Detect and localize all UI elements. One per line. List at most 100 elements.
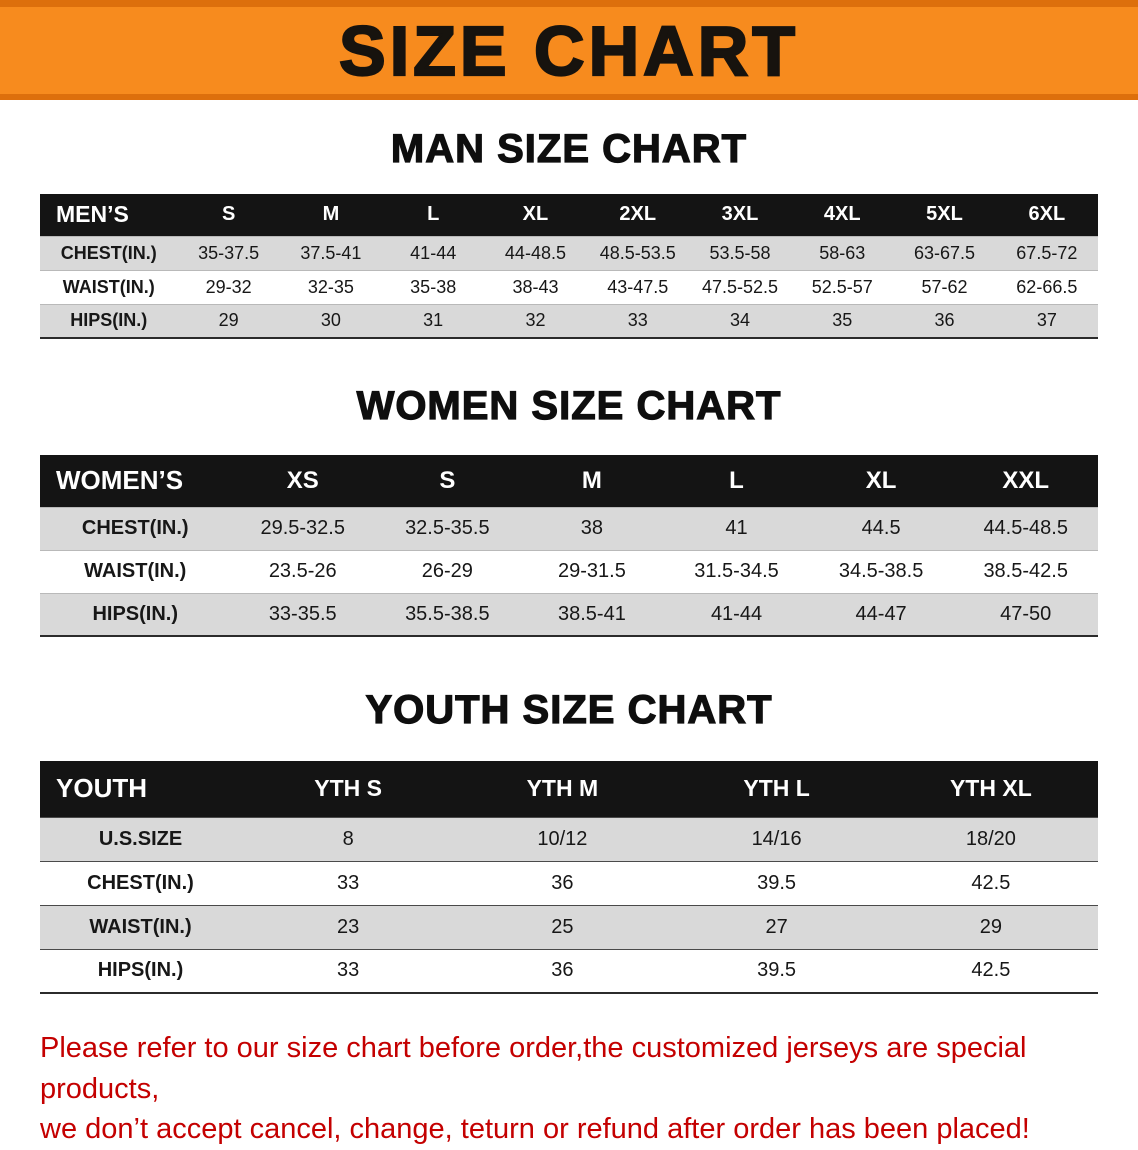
size-value-cell: 41-44: [710, 602, 763, 625]
size-column-header: 4XL: [791, 194, 894, 236]
size-value-cell: 33: [627, 310, 648, 331]
size-value-cell: 44.5-48.5: [983, 517, 1068, 539]
youth-section: YOUTH SIZE CHART YOUTH YTH S YTH M YTH L YTH…: [0, 687, 1138, 994]
size-value-cell: 38.5-41: [558, 602, 626, 625]
size-value-cell: 42.5: [971, 959, 1011, 982]
size-value-cell: 29-32: [205, 276, 252, 297]
measurement-row: HIPS(IN.) 29 30 31 32 33 34 35 36 37: [40, 304, 1098, 338]
row-label: HIPS(IN.): [92, 602, 178, 625]
youth-size-table: YOUTH YTH S YTH M YTH L YTH XL U.S.SIZE 8 10/12…: [40, 761, 1098, 994]
row-label: CHEST(IN.): [87, 871, 194, 894]
size-column-header: XL: [484, 194, 587, 236]
size-value-cell: 32.5-35.5: [405, 517, 490, 539]
size-value-cell: 37: [1036, 310, 1057, 331]
size-column-header: YTH XL: [883, 761, 1098, 817]
row-label: WAIST(IN.): [84, 560, 187, 582]
size-value-cell: 41: [725, 517, 748, 539]
size-value-cell: 36: [934, 310, 955, 331]
size-value-cell: 35-38: [410, 276, 457, 297]
row-label: WAIST(IN.): [62, 276, 155, 297]
size-value-cell: 34: [729, 310, 750, 331]
measurement-row: U.S.SIZE 8 10/12 14/16 18/20: [40, 817, 1098, 861]
size-value-cell: 32-35: [307, 276, 354, 297]
size-value-cell: 38: [580, 517, 604, 539]
size-value-cell: 63-67.5: [913, 242, 976, 263]
size-value-cell: 39.5: [757, 871, 797, 894]
size-value-cell: 29: [979, 915, 1002, 938]
size-column-header: 2XL: [586, 194, 689, 236]
size-value-cell: 23: [337, 915, 360, 938]
banner: SIZE CHART: [0, 0, 1138, 100]
size-value-cell: 38.5-42.5: [983, 560, 1068, 582]
table-title-cell: MEN’S: [40, 194, 178, 236]
size-value-cell: 48.5-53.5: [599, 242, 676, 263]
table-header-row: YOUTH YTH S YTH M YTH L YTH XL: [40, 761, 1098, 817]
size-value-cell: 41-44: [410, 242, 457, 263]
size-value-cell: 47-50: [1000, 602, 1052, 625]
page-title: SIZE CHART: [338, 11, 799, 90]
size-value-cell: 26-29: [421, 560, 473, 582]
measurement-row: CHEST(IN.) 35-37.5 37.5-41 41-44 44-48.5 48.5…: [40, 236, 1098, 270]
size-column-header: L: [664, 455, 809, 507]
disclaimer-line-2: we don’t accept cancel, change, teturn o…: [40, 1113, 1030, 1146]
size-column-header: 6XL: [995, 194, 1098, 236]
men-section: MAN SIZE CHART MEN’S S M L XL 2XL 3XL 4XL 5XL 6XL…: [0, 126, 1138, 339]
size-column-header: M: [519, 455, 665, 507]
measurement-row: WAIST(IN.) 23 25 27 29: [40, 905, 1098, 949]
size-value-cell: 58-63: [819, 242, 866, 263]
row-label: HIPS(IN.): [70, 310, 148, 331]
size-column-header: XS: [230, 455, 376, 507]
size-value-cell: 31: [423, 310, 444, 331]
size-value-cell: 47.5-52.5: [701, 276, 779, 297]
size-value-cell: 29: [218, 310, 239, 331]
size-value-cell: 36: [551, 871, 574, 894]
size-column-header: YTH L: [669, 761, 884, 817]
table-header-row: MEN’S S M L XL 2XL 3XL 4XL 5XL 6XL: [40, 194, 1098, 236]
size-value-cell: 25: [551, 915, 574, 938]
row-label: CHEST(IN.): [81, 517, 189, 539]
measurement-row: WAIST(IN.) 29-32 32-35 35-38 38-43 43-47.5 47.…: [40, 270, 1098, 304]
row-label: U.S.SIZE: [98, 827, 183, 850]
table-title-cell: YOUTH: [40, 761, 242, 817]
size-value-cell: 39.5: [757, 959, 797, 982]
size-column-header: XXL: [953, 455, 1098, 507]
size-value-cell: 32: [525, 310, 546, 331]
measurement-row: HIPS(IN.) 33 36 39.5 42.5: [40, 949, 1098, 993]
table-title-cell: WOMEN’S: [40, 455, 231, 507]
row-label: WAIST(IN.): [89, 915, 192, 938]
size-value-cell: 35: [832, 310, 853, 331]
size-column-header: 5XL: [893, 194, 996, 236]
measurement-row: WAIST(IN.) 23.5-26 26-29 29-31.5 31.5-34.5 34…: [40, 550, 1098, 593]
measurement-row: HIPS(IN.) 33-35.5 35.5-38.5 38.5-41 41-44 44-…: [40, 593, 1098, 636]
size-value-cell: 38-43: [512, 276, 559, 297]
row-label: CHEST(IN.): [60, 242, 157, 263]
size-value-cell: 36: [551, 959, 574, 982]
size-value-cell: 30: [320, 310, 341, 331]
women-section-heading: WOMEN SIZE CHART: [356, 383, 782, 428]
size-column-header: S: [375, 455, 520, 507]
size-value-cell: 44-47: [855, 602, 907, 625]
size-value-cell: 67.5-72: [1016, 242, 1078, 263]
size-value-cell: 44-48.5: [504, 242, 566, 263]
size-value-cell: 37.5-41: [300, 242, 362, 263]
size-value-cell: 8: [342, 827, 354, 850]
size-value-cell: 62-66.5: [1016, 276, 1078, 297]
size-value-cell: 35.5-38.5: [405, 602, 490, 625]
size-value-cell: 27: [765, 915, 788, 938]
measurement-row: CHEST(IN.) 29.5-32.5 32.5-35.5 38 41 44.5 44.5…: [40, 507, 1098, 550]
size-value-cell: 23.5-26: [268, 560, 337, 582]
size-value-cell: 33-35.5: [268, 602, 337, 625]
size-value-cell: 18/20: [965, 827, 1016, 850]
size-value-cell: 33: [337, 959, 360, 982]
size-value-cell: 29.5-32.5: [260, 517, 345, 539]
size-value-cell: 31.5-34.5: [694, 560, 779, 582]
women-section: WOMEN SIZE CHART WOMEN’S XS S M L XL XXL CHEST(…: [0, 383, 1138, 637]
size-value-cell: 57-62: [921, 276, 968, 297]
size-value-cell: 33: [337, 871, 360, 894]
size-column-header: L: [382, 194, 485, 236]
size-value-cell: 43-47.5: [607, 276, 669, 297]
size-value-cell: 14/16: [751, 827, 802, 850]
size-column-header: YTH M: [455, 761, 670, 817]
size-value-cell: 10/12: [537, 827, 588, 850]
